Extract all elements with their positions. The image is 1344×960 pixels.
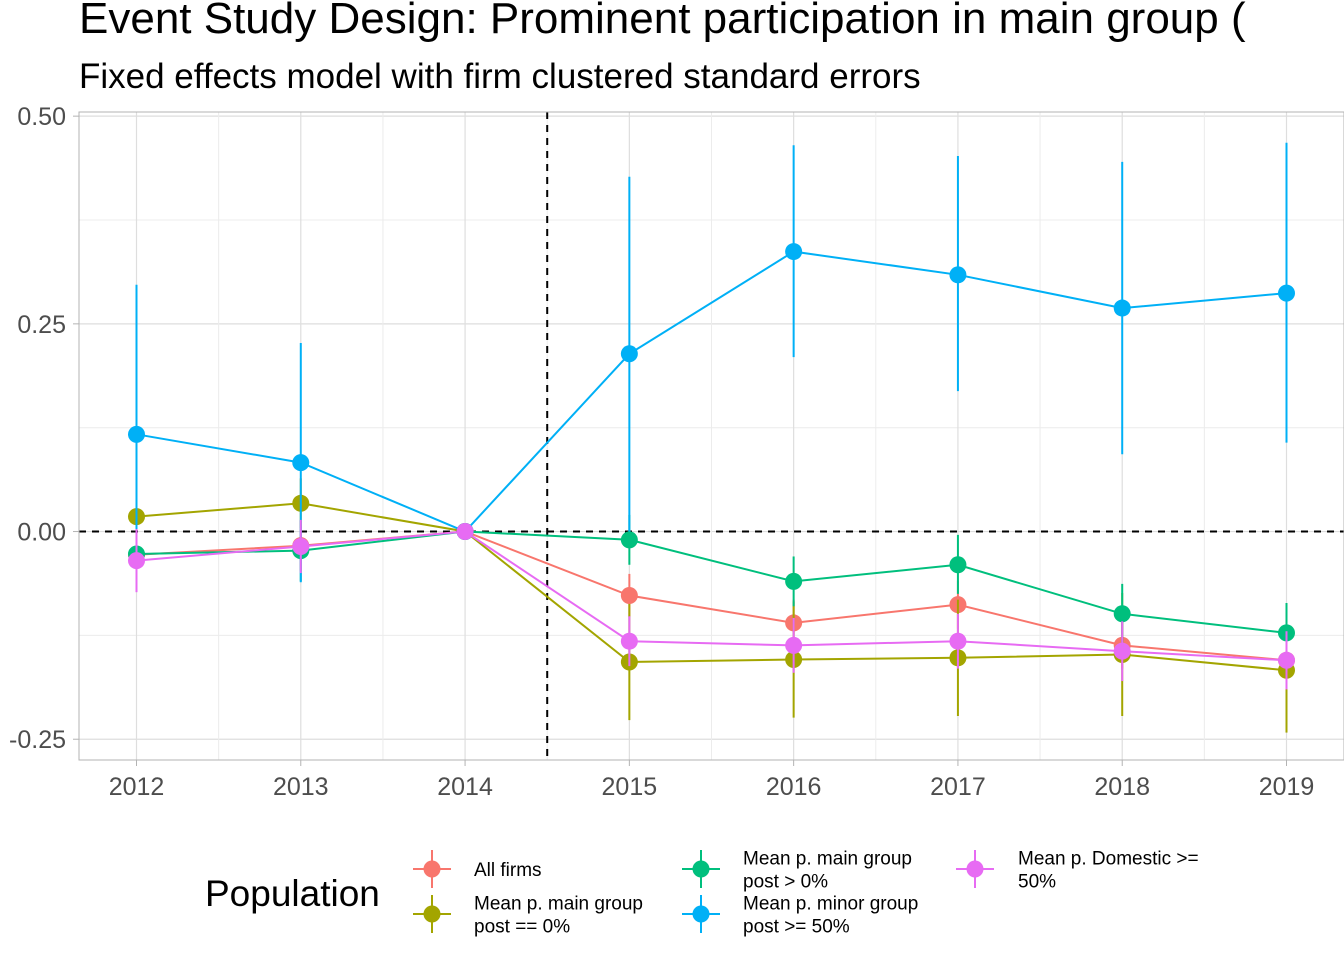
legend-key-point <box>692 905 710 923</box>
legend-label: Mean p. Domestic >= <box>1018 849 1199 870</box>
x-tick-label: 2013 <box>273 773 329 801</box>
data-point <box>456 523 474 541</box>
data-point <box>785 243 803 261</box>
series-line <box>136 502 1287 672</box>
legend-label: Mean p. main group <box>474 894 643 915</box>
axis-layer: 2012 2013 2014 2015 2016 2017 2018 2019 -0.25 0.0… <box>9 103 1344 801</box>
legend-key-point <box>423 905 441 923</box>
x-tick-label: 2014 <box>437 773 493 801</box>
grid-layer <box>79 112 1344 760</box>
legend-label: post == 0% <box>474 917 570 938</box>
x-tick-label: 2017 <box>930 773 986 801</box>
series-line <box>136 530 1287 662</box>
legend-key-point <box>423 860 441 878</box>
legend-title: Population <box>205 873 380 914</box>
y-tick-label: 0.25 <box>17 311 66 339</box>
legend-key-point <box>692 860 710 878</box>
legend-key-point <box>966 860 984 878</box>
y-tick-label: 0.50 <box>17 103 66 131</box>
legend-label: post >= 50% <box>743 917 850 938</box>
series-line <box>136 250 1287 533</box>
data-point <box>620 587 638 605</box>
data-point <box>949 632 967 650</box>
x-tick-label: 2016 <box>766 773 822 801</box>
chart-subtitle: Fixed effects model with firm clustered … <box>79 57 921 96</box>
data-point <box>1278 284 1295 302</box>
legend-label: Mean p. main group <box>743 849 912 870</box>
data-point <box>620 632 638 650</box>
legend-label: post > 0% <box>743 872 828 893</box>
x-tick-label: 2019 <box>1259 773 1315 801</box>
data-point <box>949 556 967 574</box>
series-line <box>136 530 1287 634</box>
reference-lines <box>79 112 1344 760</box>
legend-item: All firms <box>413 850 542 888</box>
legend-label: All firms <box>474 860 542 881</box>
x-tick-label: 2018 <box>1094 773 1150 801</box>
legend-item: Mean p. Domestic >=50% <box>956 849 1199 893</box>
y-tick-label: -0.25 <box>9 726 66 754</box>
data-point <box>620 531 638 549</box>
data-point <box>785 572 803 590</box>
data-point <box>1113 605 1131 623</box>
chart-title: Event Study Design: Prominent participat… <box>79 0 1246 43</box>
data-point <box>292 537 310 555</box>
data-point <box>1278 651 1295 669</box>
data-point <box>128 552 145 570</box>
data-point <box>1113 299 1131 317</box>
data-point <box>128 425 145 443</box>
data-point <box>292 454 310 472</box>
legend-label: Mean p. minor group <box>743 894 918 915</box>
legend-label: 50% <box>1018 872 1056 893</box>
series-4 <box>128 519 1295 690</box>
data-point <box>1113 642 1131 660</box>
series-layer <box>128 142 1295 733</box>
data-point <box>949 266 967 284</box>
y-tick-label: 0.00 <box>17 519 66 547</box>
data-point <box>620 345 638 363</box>
data-point <box>785 636 803 654</box>
x-tick-label: 2012 <box>109 773 165 801</box>
x-tick-label: 2015 <box>602 773 658 801</box>
